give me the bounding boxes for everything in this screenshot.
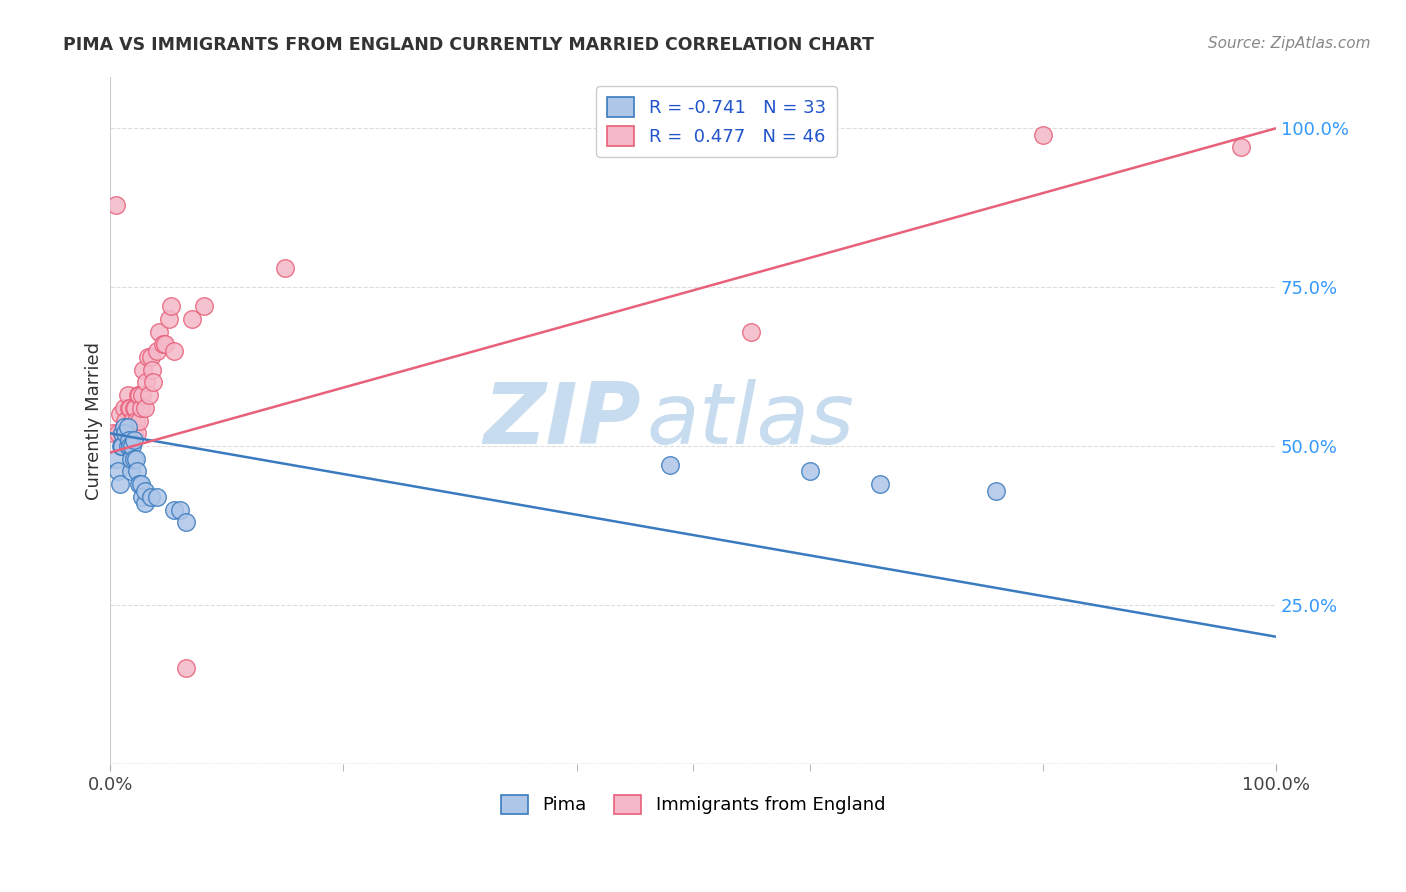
Point <box>118 401 141 415</box>
Point <box>174 516 197 530</box>
Point <box>111 426 134 441</box>
Point <box>118 433 141 447</box>
Point <box>111 426 134 441</box>
Point <box>105 451 128 466</box>
Point <box>986 483 1008 498</box>
Point <box>139 350 162 364</box>
Point <box>148 325 170 339</box>
Point <box>128 477 150 491</box>
Point <box>110 439 132 453</box>
Point <box>120 401 142 415</box>
Point <box>138 388 160 402</box>
Point <box>658 458 681 472</box>
Point <box>117 420 139 434</box>
Point <box>141 363 163 377</box>
Point <box>157 312 180 326</box>
Point <box>869 477 891 491</box>
Point <box>117 388 139 402</box>
Point <box>129 401 152 415</box>
Point <box>122 433 145 447</box>
Point <box>131 388 153 402</box>
Point <box>136 350 159 364</box>
Point <box>180 312 202 326</box>
Point <box>121 414 143 428</box>
Point <box>108 407 131 421</box>
Point <box>139 490 162 504</box>
Point <box>122 401 145 415</box>
Point <box>101 426 124 441</box>
Point <box>274 261 297 276</box>
Point <box>193 299 215 313</box>
Point <box>112 401 135 415</box>
Point <box>153 337 176 351</box>
Point <box>163 343 186 358</box>
Point <box>105 197 128 211</box>
Point <box>111 439 134 453</box>
Point <box>127 388 149 402</box>
Point <box>108 477 131 491</box>
Point <box>134 496 156 510</box>
Point <box>146 343 169 358</box>
Point <box>740 325 762 339</box>
Point <box>112 420 135 434</box>
Point <box>111 439 134 453</box>
Text: atlas: atlas <box>647 379 855 462</box>
Point <box>134 483 156 498</box>
Point <box>125 414 148 428</box>
Point <box>107 426 129 441</box>
Point <box>129 477 152 491</box>
Point <box>799 465 821 479</box>
Point <box>131 490 153 504</box>
Point <box>114 414 136 428</box>
Point <box>135 376 157 390</box>
Point <box>120 465 142 479</box>
Text: Source: ZipAtlas.com: Source: ZipAtlas.com <box>1208 36 1371 51</box>
Point <box>1230 140 1253 154</box>
Point <box>152 337 174 351</box>
Text: PIMA VS IMMIGRANTS FROM ENGLAND CURRENTLY MARRIED CORRELATION CHART: PIMA VS IMMIGRANTS FROM ENGLAND CURRENTL… <box>63 36 875 54</box>
Point <box>120 439 142 453</box>
Point <box>107 465 129 479</box>
Point <box>142 376 165 390</box>
Point <box>124 401 146 415</box>
Point <box>120 451 142 466</box>
Y-axis label: Currently Married: Currently Married <box>86 342 103 500</box>
Point <box>146 490 169 504</box>
Point <box>120 426 142 441</box>
Point <box>125 465 148 479</box>
Point <box>134 401 156 415</box>
Point <box>169 502 191 516</box>
Point <box>114 426 136 441</box>
Point <box>122 426 145 441</box>
Point <box>163 502 186 516</box>
Point <box>115 426 138 441</box>
Point <box>125 426 148 441</box>
Point <box>174 661 197 675</box>
Point <box>1032 128 1054 142</box>
Point <box>128 388 150 402</box>
Text: ZIP: ZIP <box>484 379 641 462</box>
Point <box>160 299 183 313</box>
Point <box>132 363 155 377</box>
Legend: Pima, Immigrants from England: Pima, Immigrants from England <box>492 786 894 823</box>
Point <box>128 414 150 428</box>
Point <box>117 439 139 453</box>
Point <box>125 451 148 466</box>
Point <box>122 451 145 466</box>
Point <box>121 439 143 453</box>
